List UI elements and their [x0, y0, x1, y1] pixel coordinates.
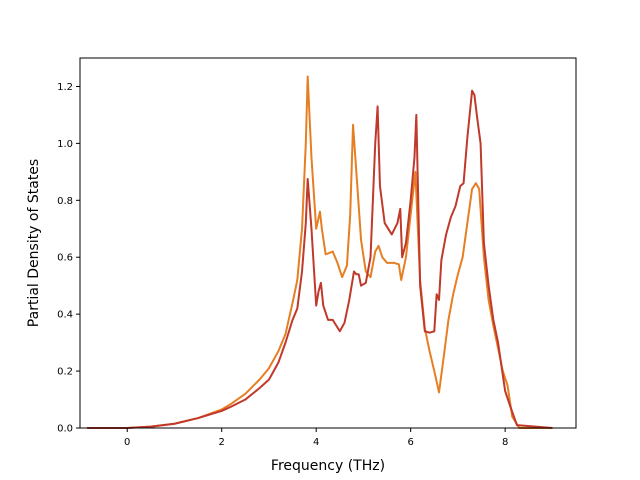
y-tick-label: 0.0 — [57, 424, 73, 435]
y-tick-label: 0.2 — [57, 367, 73, 378]
series-line-2 — [87, 89, 553, 429]
y-axis-label: Partial Density of States — [26, 159, 42, 327]
y-tick-label: 1.0 — [57, 139, 73, 150]
y-tick-label: 0.4 — [57, 310, 73, 321]
plot-frame — [79, 57, 577, 429]
y-axis-ticks: 0.0 0.2 0.4 0.6 0.8 1.0 1.2 — [57, 82, 80, 435]
x-tick-label: 0 — [124, 437, 130, 448]
x-tick-label: 2 — [219, 437, 225, 448]
x-tick-label: 6 — [407, 437, 413, 448]
y-tick-label: 0.6 — [57, 253, 73, 264]
x-tick-label: 8 — [502, 437, 508, 448]
y-tick-label: 1.2 — [57, 82, 73, 93]
series-layer — [87, 75, 553, 429]
y-tick-label: 0.8 — [57, 196, 73, 207]
x-axis-label: Frequency (THz) — [271, 458, 385, 474]
x-axis-ticks: 0 2 4 6 8 — [124, 428, 508, 448]
x-tick-label: 4 — [313, 437, 319, 448]
series-line-1 — [87, 75, 553, 429]
